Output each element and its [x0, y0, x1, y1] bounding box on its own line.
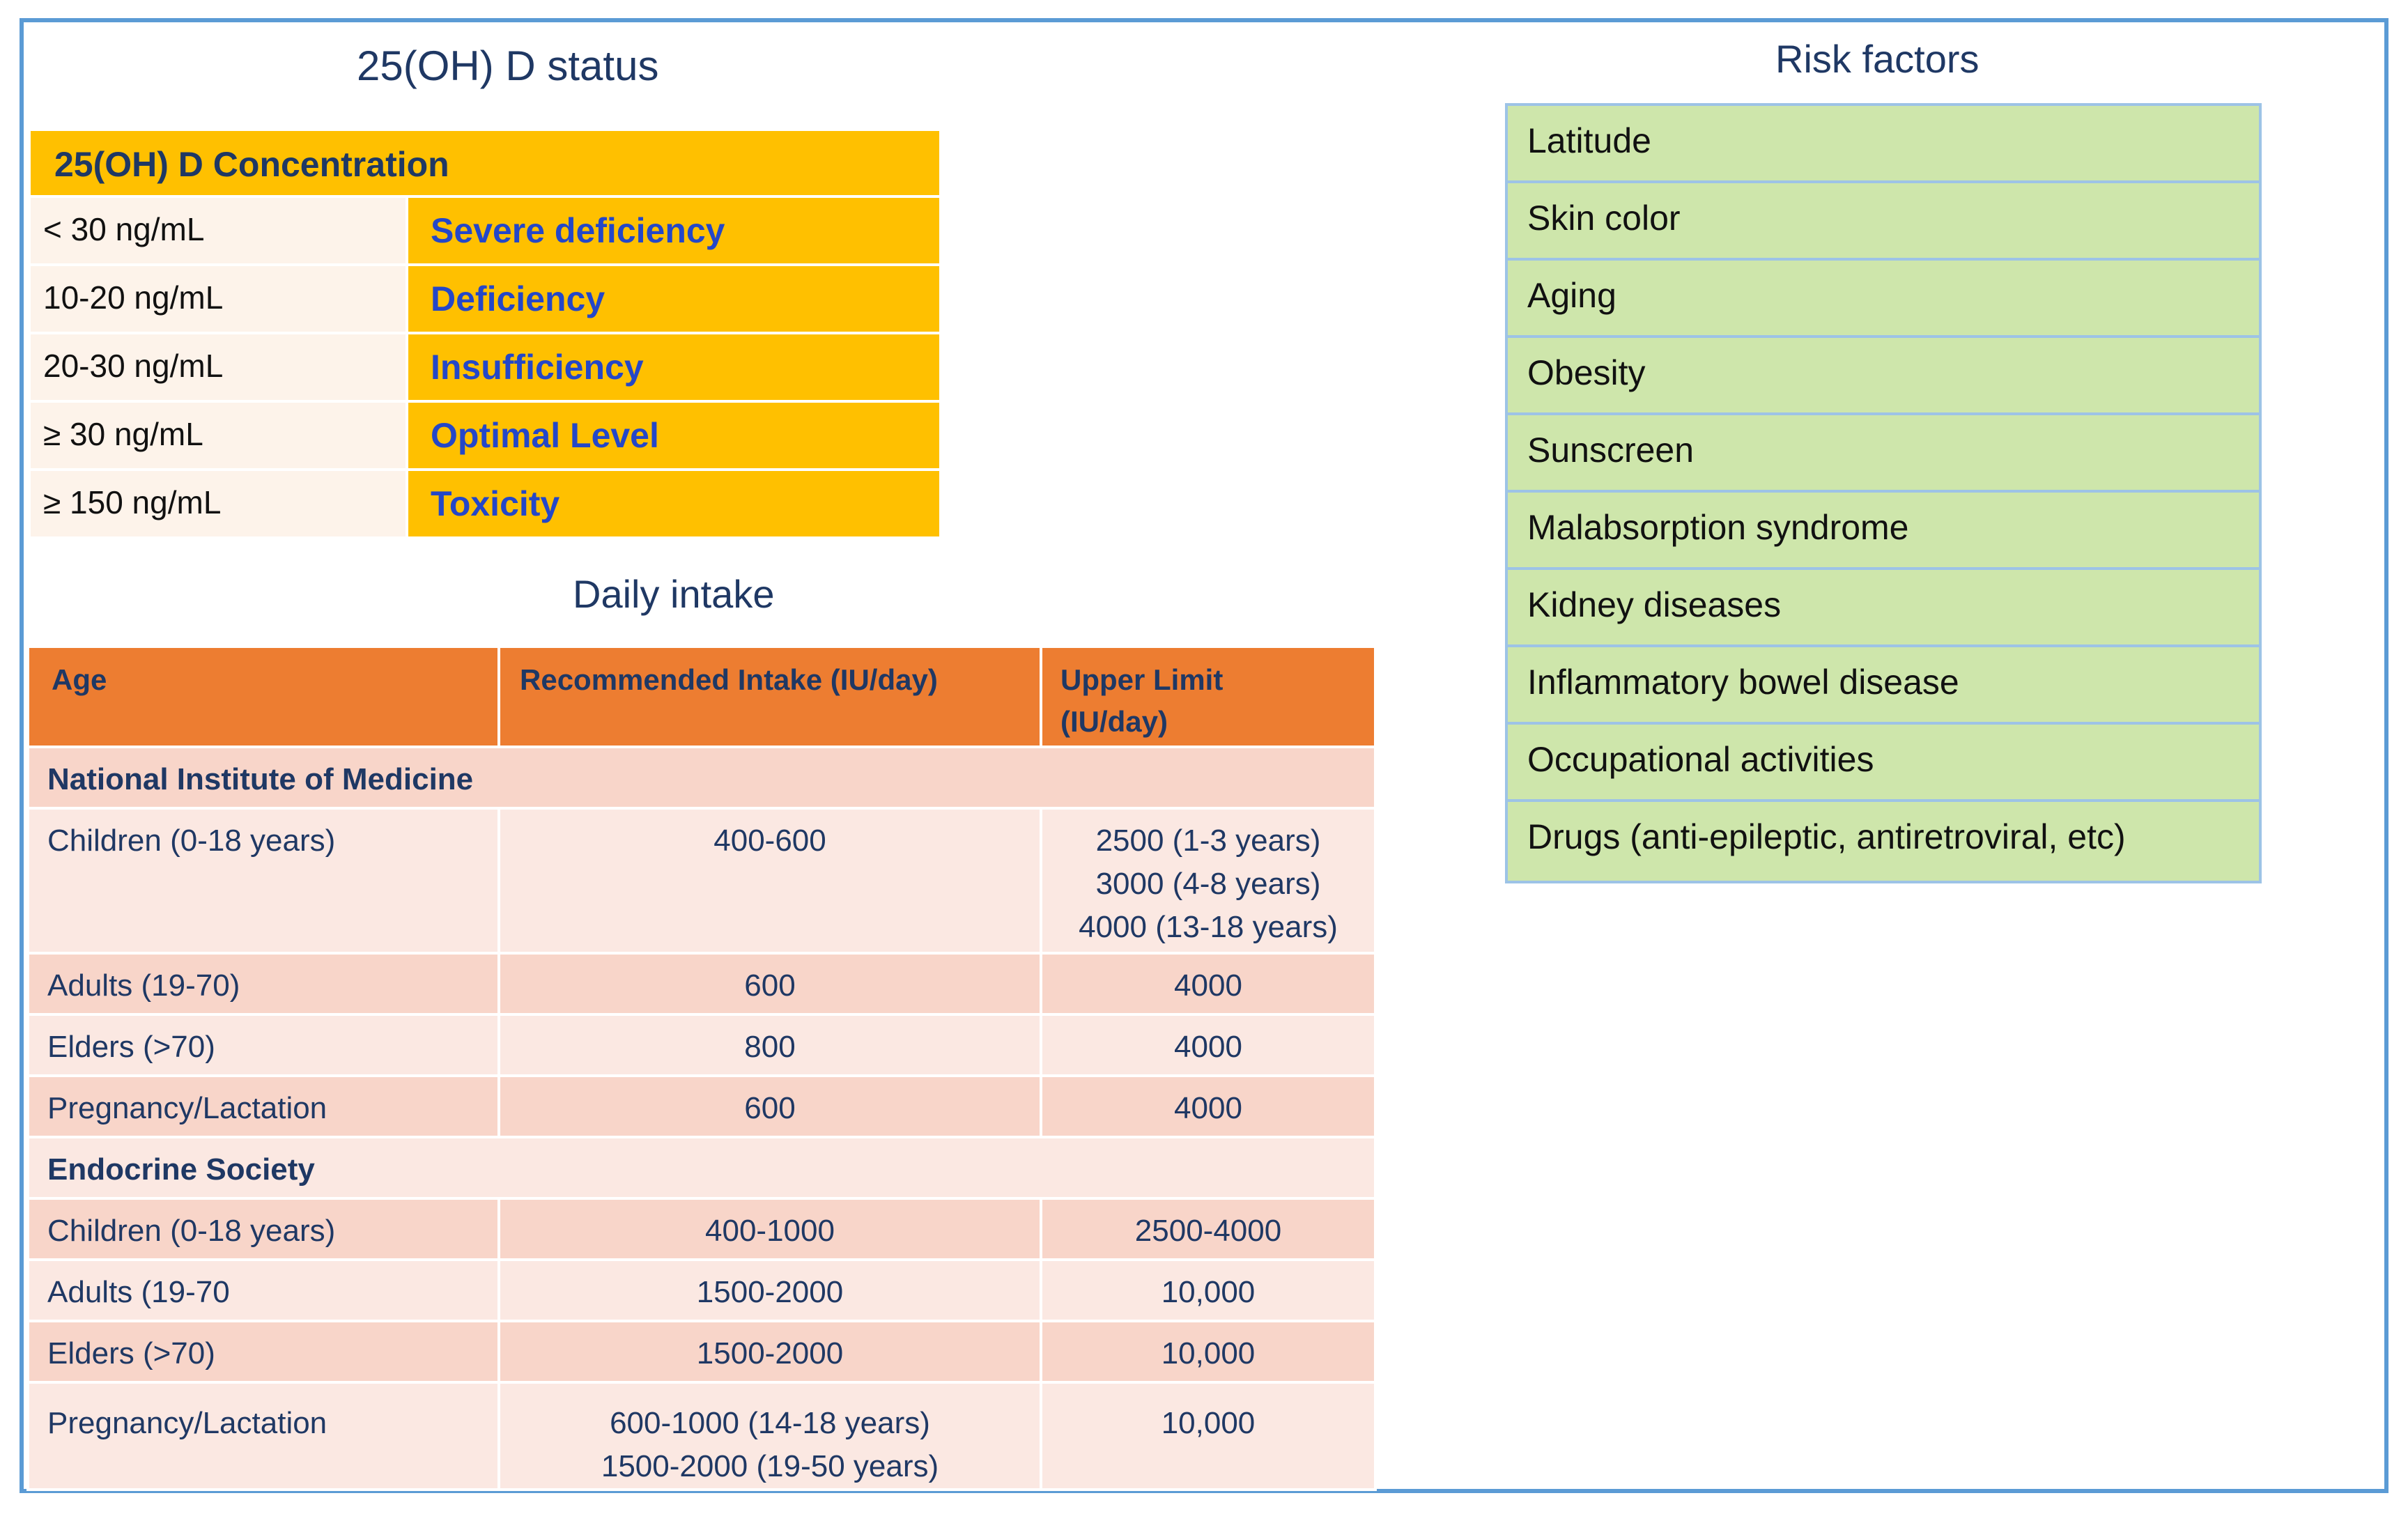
- table-row: Children (0-18 years) 400-600 2500 (1-3 …: [26, 807, 1377, 955]
- age-cell: Pregnancy/Lactation: [26, 1381, 500, 1491]
- recommended-header: Recommended Intake (IU/day): [497, 645, 1042, 748]
- upper-limit-cell: 10,000: [1040, 1381, 1377, 1491]
- risk-factor-item: Kidney diseases: [1508, 570, 2259, 647]
- risk-factor-item: Sunscreen: [1508, 415, 2259, 493]
- recommended-cell: 800: [497, 1013, 1042, 1077]
- section-row: National Institute of Medicine: [26, 746, 1377, 810]
- status-range: 20-30 ng/mL: [31, 334, 408, 400]
- risk-factor-item: Aging: [1508, 261, 2259, 338]
- upper-limit-line: 2500 (1-3 years): [1095, 824, 1321, 858]
- recommended-cell: 1500-2000: [497, 1258, 1042, 1322]
- status-label: Toxicity: [408, 471, 939, 536]
- upper-limit-header-line1: Upper Limit: [1060, 663, 1224, 696]
- age-cell: Children (0-18 years): [26, 807, 500, 955]
- recommended-line: 600-1000 (14-18 years): [610, 1406, 930, 1440]
- upper-limit-cell: 4000: [1040, 1074, 1377, 1138]
- recommended-cell: 600-1000 (14-18 years) 1500-2000 (19-50 …: [497, 1381, 1042, 1491]
- recommended-line: 1500-2000 (19-50 years): [601, 1449, 939, 1483]
- status-row: ≥ 30 ng/mL Optimal Level: [31, 403, 939, 471]
- status-row: ≥ 150 ng/mL Toxicity: [31, 471, 939, 536]
- status-range: ≥ 30 ng/mL: [31, 403, 408, 468]
- recommended-cell: 600: [497, 952, 1042, 1016]
- recommended-cell: 400-1000: [497, 1197, 1042, 1261]
- age-cell: Adults (19-70): [26, 952, 500, 1016]
- daily-intake-table: Age Recommended Intake (IU/day) Upper Li…: [26, 645, 1377, 1491]
- status-label: Insufficiency: [408, 334, 939, 400]
- status-range: < 30 ng/mL: [31, 198, 408, 263]
- table-row: Adults (19-70 1500-2000 10,000: [26, 1258, 1377, 1322]
- table-row: Children (0-18 years) 400-1000 2500-4000: [26, 1197, 1377, 1261]
- risk-factor-item: Malabsorption syndrome: [1508, 493, 2259, 570]
- risk-factor-item: Drugs (anti-epileptic, antiretroviral, e…: [1527, 817, 2126, 856]
- age-cell: Elders (>70): [26, 1013, 500, 1077]
- age-cell: Children (0-18 years): [26, 1197, 500, 1261]
- upper-limit-cell: 2500-4000: [1040, 1197, 1377, 1261]
- status-table: 25(OH) D Concentration < 30 ng/mL Severe…: [31, 131, 939, 536]
- upper-limit-line: 3000 (4-8 years): [1095, 867, 1321, 901]
- age-cell: Elders (>70): [26, 1320, 500, 1384]
- recommended-cell: 400-600: [497, 807, 1042, 955]
- risk-factor-item: Obesity: [1508, 338, 2259, 415]
- age-cell: Adults (19-70: [26, 1258, 500, 1322]
- status-label: Severe deficiency: [408, 198, 939, 263]
- status-range: 10-20 ng/mL: [31, 266, 408, 332]
- section-row: Endocrine Society: [26, 1136, 1377, 1200]
- upper-limit-cell: 4000: [1040, 952, 1377, 1016]
- risk-factor-item: Occupational activities: [1508, 725, 2259, 802]
- age-cell: Pregnancy/Lactation: [26, 1074, 500, 1138]
- table-row: Elders (>70) 1500-2000 10,000: [26, 1320, 1377, 1384]
- status-row: 20-30 ng/mL Insufficiency: [31, 334, 939, 403]
- status-row: 10-20 ng/mL Deficiency: [31, 266, 939, 334]
- risk-factors-list: Latitude Skin color Aging Obesity Sunscr…: [1505, 103, 2262, 883]
- section-title: National Institute of Medicine: [26, 746, 1377, 810]
- table-row: Pregnancy/Lactation 600 4000: [26, 1074, 1377, 1138]
- status-row: < 30 ng/mL Severe deficiency: [31, 198, 939, 266]
- risk-factors-title: Risk factors: [1775, 37, 1979, 81]
- recommended-cell: 1500-2000: [497, 1320, 1042, 1384]
- upper-limit-cell: 10,000: [1040, 1320, 1377, 1384]
- table-row: Adults (19-70) 600 4000: [26, 952, 1377, 1016]
- risk-factor-item: Latitude: [1508, 106, 2259, 183]
- upper-limit-header: Upper Limit (IU/day): [1040, 645, 1377, 748]
- risk-factor-item: Inflammatory bowel disease: [1508, 647, 2259, 725]
- age-header: Age: [26, 645, 500, 748]
- status-range: ≥ 150 ng/mL: [31, 471, 408, 536]
- status-label: Deficiency: [408, 266, 939, 332]
- upper-limit-cell: 10,000: [1040, 1258, 1377, 1322]
- upper-limit-line: 4000 (13-18 years): [1079, 910, 1338, 944]
- upper-limit-header-line2: (IU/day): [1060, 705, 1168, 738]
- status-header: 25(OH) D Concentration: [31, 131, 939, 198]
- table-row: Elders (>70) 800 4000: [26, 1013, 1377, 1077]
- risk-factor-item: Skin color: [1508, 183, 2259, 261]
- upper-limit-cell: 2500 (1-3 years) 3000 (4-8 years) 4000 (…: [1040, 807, 1377, 955]
- daily-header-row: Age Recommended Intake (IU/day) Upper Li…: [26, 645, 1377, 748]
- daily-intake-title: Daily intake: [573, 572, 775, 616]
- recommended-cell: 600: [497, 1074, 1042, 1138]
- status-label: Optimal Level: [408, 403, 939, 468]
- table-row: Pregnancy/Lactation 600-1000 (14-18 year…: [26, 1381, 1377, 1491]
- section-title: Endocrine Society: [26, 1136, 1377, 1200]
- upper-limit-cell: 4000: [1040, 1013, 1377, 1077]
- status-title: 25(OH) D status: [357, 43, 659, 89]
